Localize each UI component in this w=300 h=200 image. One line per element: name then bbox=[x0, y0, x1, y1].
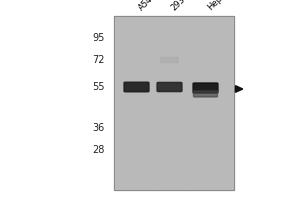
Text: HepG2: HepG2 bbox=[206, 0, 232, 12]
FancyBboxPatch shape bbox=[194, 91, 218, 97]
FancyBboxPatch shape bbox=[193, 83, 218, 93]
Bar bbox=[114, 16, 234, 190]
Bar bbox=[114, 16, 152, 190]
Text: 293: 293 bbox=[169, 0, 187, 12]
FancyBboxPatch shape bbox=[161, 57, 178, 63]
Bar bbox=[152, 16, 186, 190]
Polygon shape bbox=[236, 86, 243, 92]
FancyBboxPatch shape bbox=[157, 82, 182, 92]
Text: 55: 55 bbox=[92, 82, 105, 92]
Text: 28: 28 bbox=[93, 145, 105, 155]
FancyBboxPatch shape bbox=[124, 82, 149, 92]
Text: 95: 95 bbox=[93, 33, 105, 43]
Text: 36: 36 bbox=[93, 123, 105, 133]
Text: A549: A549 bbox=[136, 0, 158, 12]
Bar bbox=[186, 16, 234, 190]
Text: 72: 72 bbox=[92, 55, 105, 65]
